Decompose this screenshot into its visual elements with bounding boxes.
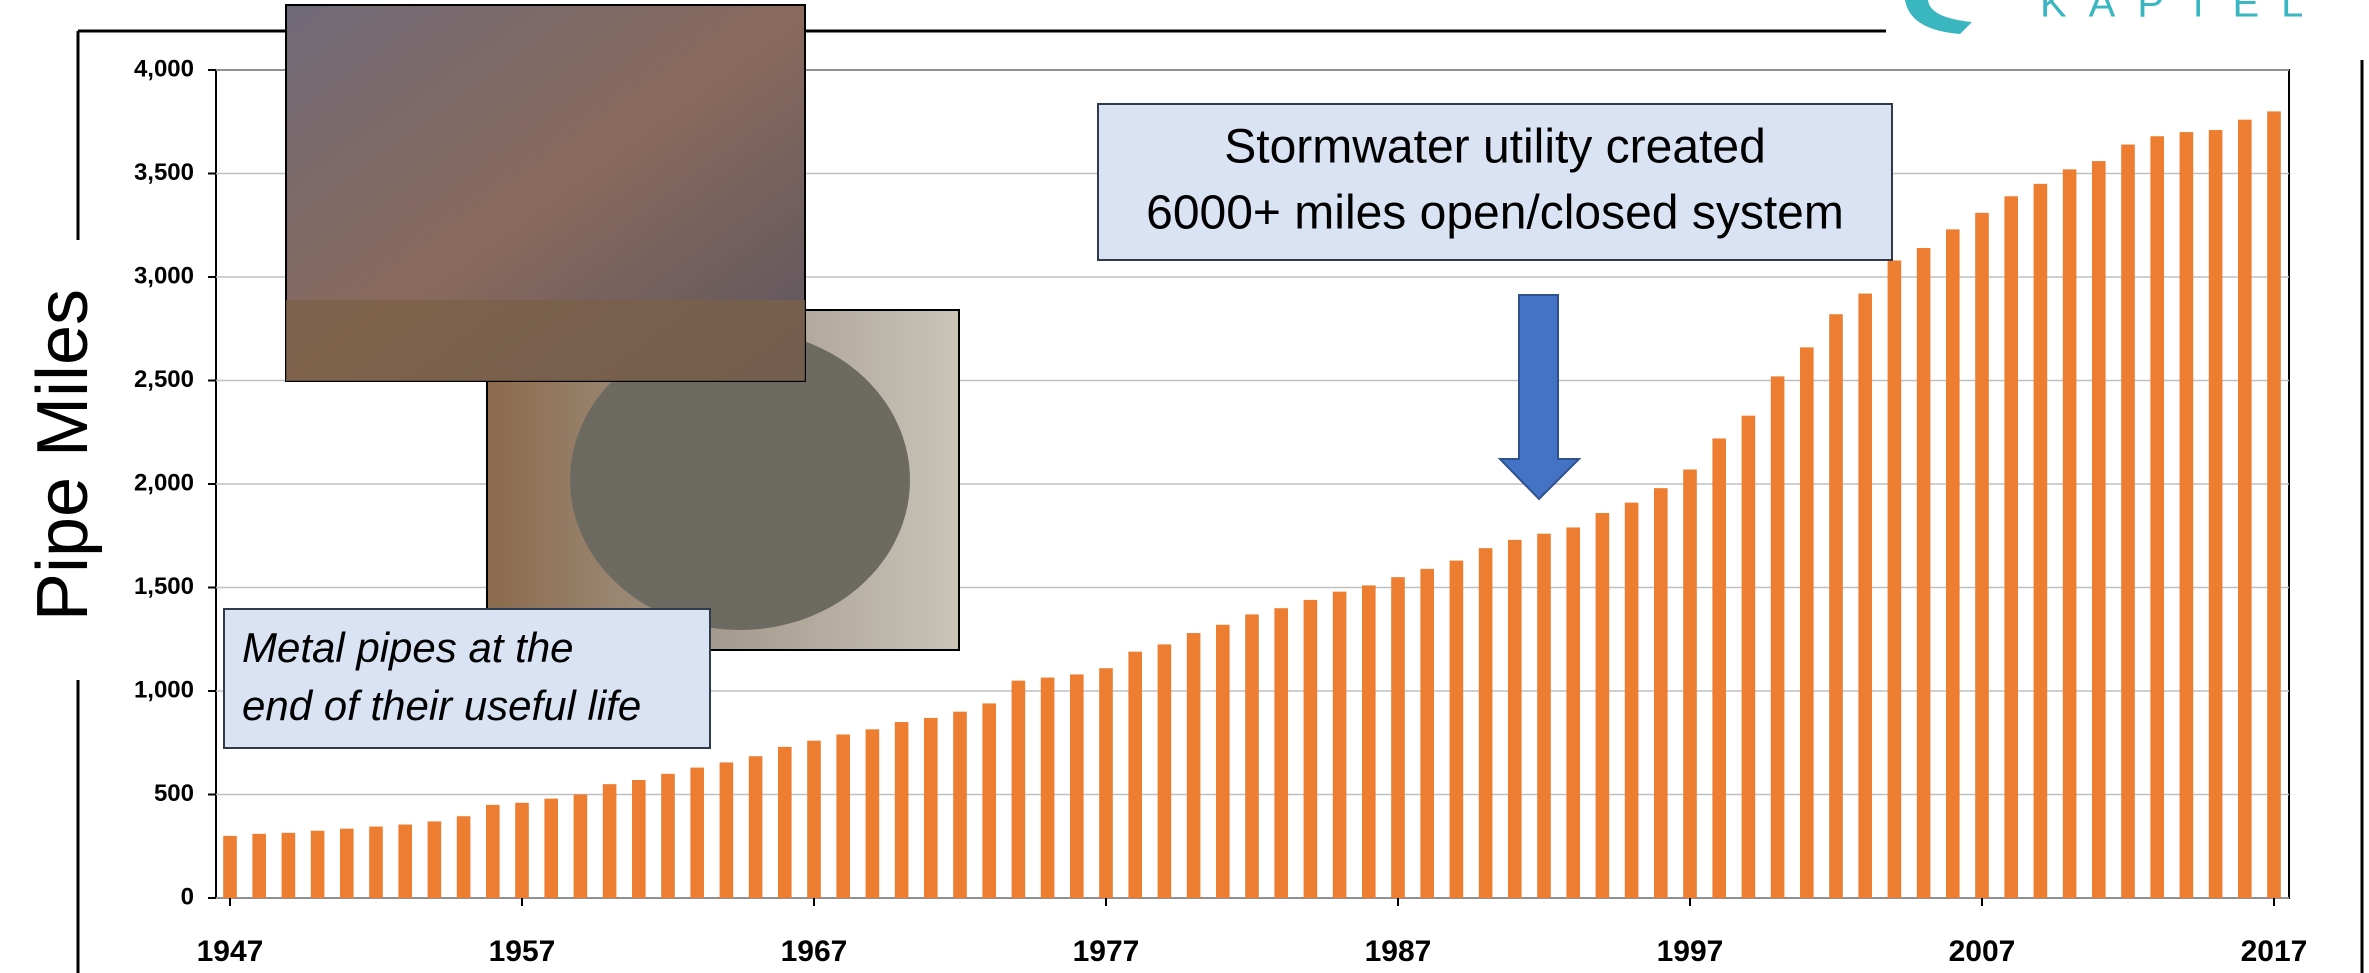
bar xyxy=(749,756,763,898)
bar xyxy=(1829,314,1843,898)
bar xyxy=(982,703,996,898)
bar xyxy=(1654,488,1668,898)
bar xyxy=(2004,196,2018,898)
bar xyxy=(223,836,237,898)
bar xyxy=(1274,608,1288,898)
bar xyxy=(1333,592,1347,898)
logo: KAPTEL xyxy=(2040,0,2325,26)
bar xyxy=(1800,347,1814,898)
y-tick-label: 500 xyxy=(154,780,194,807)
y-tick-label: 1,000 xyxy=(134,676,194,703)
bar xyxy=(2209,130,2223,898)
bar xyxy=(836,734,850,898)
bar xyxy=(1508,540,1522,898)
bar xyxy=(1858,294,1872,898)
bar xyxy=(2267,111,2281,898)
bar xyxy=(544,799,558,898)
bar xyxy=(866,729,880,898)
callout-line: Stormwater utility created xyxy=(1224,121,1766,174)
bar xyxy=(1975,213,1989,898)
bar xyxy=(1362,585,1376,898)
x-tick-label: 1957 xyxy=(489,935,556,968)
bar xyxy=(1304,600,1318,898)
bar xyxy=(603,784,617,898)
x-tick-label: 2007 xyxy=(1949,935,2016,968)
bar xyxy=(1420,569,1434,898)
bar xyxy=(486,805,500,898)
bar xyxy=(1245,614,1259,898)
bar xyxy=(1683,470,1697,898)
bar xyxy=(457,816,471,898)
bar xyxy=(895,722,909,898)
bar xyxy=(2092,161,2106,898)
y-tick-label: 1,500 xyxy=(134,573,194,600)
bar xyxy=(428,821,442,898)
bar xyxy=(574,795,588,899)
bar xyxy=(282,833,296,898)
y-tick-label: 3,000 xyxy=(134,262,194,289)
bar xyxy=(2150,136,2164,898)
y-tick-label: 2,500 xyxy=(134,366,194,393)
bar xyxy=(807,741,821,898)
caption-line: Metal pipes at the xyxy=(242,624,574,671)
logo-mark xyxy=(1905,0,1972,34)
bar xyxy=(1712,438,1726,898)
x-tick-label: 1967 xyxy=(781,935,848,968)
bar xyxy=(340,829,354,898)
bar xyxy=(632,780,646,898)
bar xyxy=(1216,625,1230,898)
bar xyxy=(1537,534,1551,898)
bar xyxy=(1917,248,1931,898)
bar xyxy=(924,718,938,898)
bar xyxy=(252,834,266,898)
bar xyxy=(369,827,383,898)
bar xyxy=(1946,229,1960,898)
bar xyxy=(1596,513,1610,898)
y-tick-label: 2,000 xyxy=(134,469,194,496)
bar xyxy=(2063,169,2077,898)
callout-line: 6000+ miles open/closed system xyxy=(1146,187,1844,240)
x-tick-label: 2017 xyxy=(2241,935,2308,968)
x-tick-label: 1987 xyxy=(1365,935,1432,968)
bar xyxy=(2238,120,2252,898)
bar xyxy=(1888,260,1902,898)
bar xyxy=(953,712,967,898)
photo-corroded-ground xyxy=(286,300,805,381)
y-axis-title: Pipe Miles xyxy=(23,289,103,621)
bar xyxy=(778,747,792,898)
bar xyxy=(515,803,529,898)
bar xyxy=(1625,503,1639,898)
bar xyxy=(1391,577,1405,898)
bar xyxy=(720,762,734,898)
bar xyxy=(1041,678,1055,898)
bar xyxy=(1187,633,1201,898)
x-tick-label: 1997 xyxy=(1657,935,1724,968)
bar xyxy=(1566,527,1580,898)
y-tick-label: 0 xyxy=(181,883,194,910)
y-tick-label: 3,500 xyxy=(134,159,194,186)
bar xyxy=(1099,668,1113,898)
bar xyxy=(1742,416,1756,898)
bar xyxy=(311,831,325,898)
caption-line: end of their useful life xyxy=(242,682,641,729)
x-tick-label: 1977 xyxy=(1073,935,1140,968)
x-tick-label: 1947 xyxy=(197,935,264,968)
bar xyxy=(1070,674,1084,898)
bar xyxy=(1128,652,1142,898)
arrow xyxy=(1500,295,1579,499)
bar xyxy=(2034,184,2048,898)
bar xyxy=(1479,548,1493,898)
bar xyxy=(661,774,675,898)
bar xyxy=(690,768,704,898)
bar xyxy=(398,825,412,898)
bar xyxy=(1012,681,1026,898)
y-tick-label: 4,000 xyxy=(134,55,194,82)
bar xyxy=(1771,376,1785,898)
page: {"chart_data": { "type": "bar", "y_label… xyxy=(0,0,2369,973)
bar xyxy=(1450,561,1464,898)
chart: KAPTEL Pipe Miles 0 500 1,000 1,500 2,000 2,5… xyxy=(0,0,2369,973)
bar xyxy=(2121,145,2135,898)
bar xyxy=(2180,132,2194,898)
bar xyxy=(1158,644,1172,898)
